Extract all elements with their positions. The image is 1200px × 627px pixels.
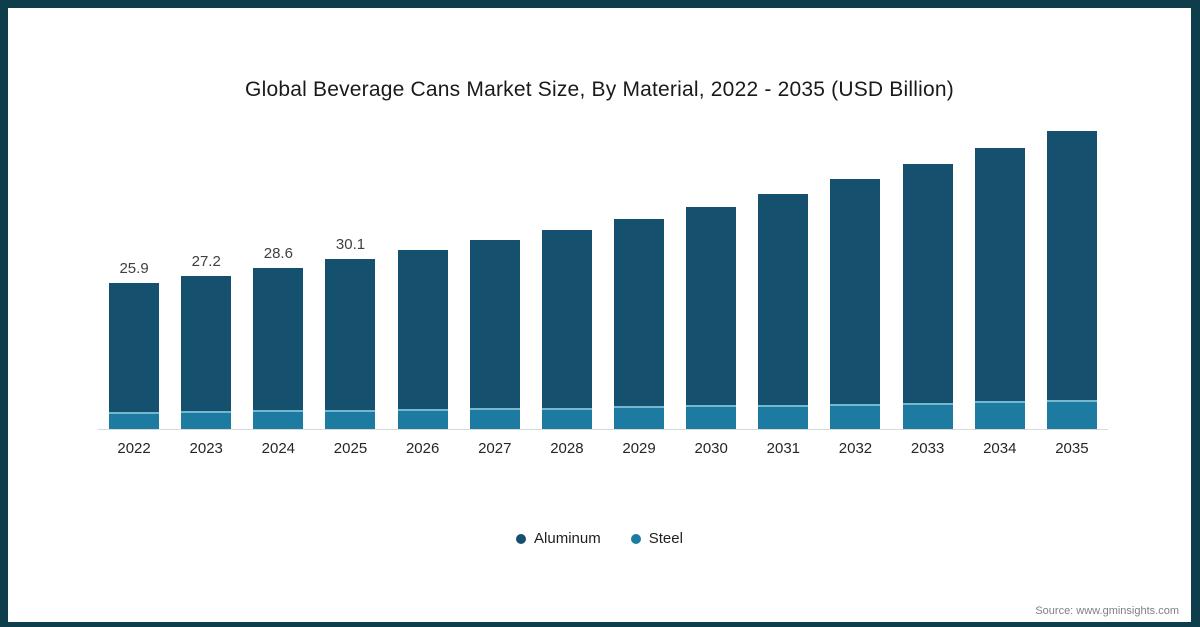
steel-segment — [469, 408, 520, 429]
steel-segment — [974, 401, 1025, 429]
stacked-bar-2031 — [758, 193, 809, 429]
aluminum-segment — [541, 229, 592, 408]
steel-segment — [109, 411, 160, 429]
x-axis-label-2034: 2034 — [983, 440, 1017, 457]
aluminum-segment — [397, 249, 448, 410]
source-note: Source: www.gminsights.com — [1035, 605, 1179, 617]
x-axis-label-2022: 2022 — [117, 440, 151, 457]
stacked-bar-2035 — [1046, 131, 1097, 429]
aluminum-segment — [902, 163, 953, 403]
stacked-bar-2029 — [614, 219, 665, 429]
bar-group-2026 — [387, 8, 459, 429]
bar-group-2030 — [675, 8, 747, 429]
steel-segment — [541, 407, 592, 429]
steel-segment — [614, 406, 665, 429]
x-axis-label-2024: 2024 — [261, 440, 296, 457]
legend-item-steel: Steel — [630, 530, 683, 547]
x-axis-label-2026: 2026 — [405, 440, 440, 457]
aluminum-segment — [974, 147, 1025, 402]
steel-segment — [686, 405, 737, 429]
bar-group-2029 — [603, 8, 675, 429]
x-axis-label-2035: 2035 — [1055, 440, 1089, 457]
bar-value-label-2025: 30.1 — [335, 236, 366, 254]
legend-dot-icon — [516, 533, 527, 544]
x-axis-label-2032: 2032 — [838, 440, 873, 457]
x-axis-label-2023: 2023 — [189, 440, 223, 457]
aluminum-segment — [830, 179, 881, 404]
bar-group-2028 — [531, 8, 603, 429]
legend-item-aluminum: Aluminum — [516, 530, 601, 547]
legend-label: Aluminum — [534, 530, 601, 547]
aluminum-segment — [181, 275, 232, 411]
aluminum-segment — [614, 219, 665, 407]
aluminum-segment — [253, 267, 304, 411]
aluminum-segment — [109, 282, 160, 412]
legend-label: Steel — [648, 530, 683, 547]
bar-group-2027 — [459, 8, 531, 429]
stacked-bar-2026 — [397, 249, 448, 429]
bar-group-2033 — [892, 8, 964, 429]
plot-area: 25.9 27.2 28.6 30.1 — [98, 8, 1108, 430]
stacked-bar-2024 — [253, 267, 304, 429]
stacked-bar-2030 — [686, 206, 737, 429]
steel-segment — [902, 402, 953, 429]
steel-segment — [758, 404, 809, 429]
steel-segment — [325, 409, 376, 429]
steel-segment — [181, 411, 232, 429]
legend: Aluminum Steel — [8, 530, 1191, 547]
stacked-bar-2032 — [830, 179, 881, 429]
bar-value-label-2024: 28.6 — [263, 244, 293, 262]
bar-value-label-2023: 27.2 — [191, 252, 221, 270]
steel-segment — [830, 403, 881, 429]
stacked-bar-2027 — [469, 240, 520, 429]
aluminum-segment — [1046, 131, 1097, 401]
x-axis-label-2030: 2030 — [694, 440, 728, 457]
bar-group-2035 — [1036, 8, 1108, 429]
aluminum-segment — [469, 240, 520, 409]
steel-segment — [253, 410, 304, 429]
legend-dot-icon — [630, 533, 641, 544]
bar-group-2025: 30.1 — [314, 8, 386, 429]
x-axis-labels: 2022 2023 2024 2025 2026 2027 2028 2029 2030 2031… — [98, 440, 1108, 457]
x-axis-label-2029: 2029 — [622, 440, 656, 457]
aluminum-segment — [325, 259, 376, 410]
x-axis-label-2031: 2031 — [766, 440, 801, 457]
bar-group-2023: 27.2 — [170, 8, 242, 429]
bar-group-2032 — [819, 8, 891, 429]
stacked-bar-2033 — [902, 163, 953, 429]
bar-group-2031 — [747, 8, 819, 429]
steel-segment — [1046, 400, 1097, 429]
x-axis-label-2025: 2025 — [333, 440, 368, 457]
stacked-bar-2034 — [974, 147, 1025, 429]
stacked-bar-2022 — [109, 282, 160, 429]
x-axis-label-2027: 2027 — [478, 440, 512, 457]
x-axis-label-2033: 2033 — [910, 440, 945, 457]
bar-group-2024: 28.6 — [242, 8, 314, 429]
stacked-bar-2025 — [325, 259, 376, 429]
aluminum-segment — [686, 206, 737, 406]
x-axis-label-2028: 2028 — [550, 440, 584, 457]
stacked-bar-2023 — [181, 275, 232, 429]
bar-group-2034 — [964, 8, 1036, 429]
steel-segment — [397, 409, 448, 429]
chart-title: Global Beverage Cans Market Size, By Mat… — [245, 78, 954, 101]
bar-value-label-2022: 25.9 — [119, 259, 149, 277]
stacked-bar-2028 — [541, 229, 592, 429]
bar-group-2022: 25.9 — [98, 8, 170, 429]
aluminum-segment — [758, 193, 809, 405]
